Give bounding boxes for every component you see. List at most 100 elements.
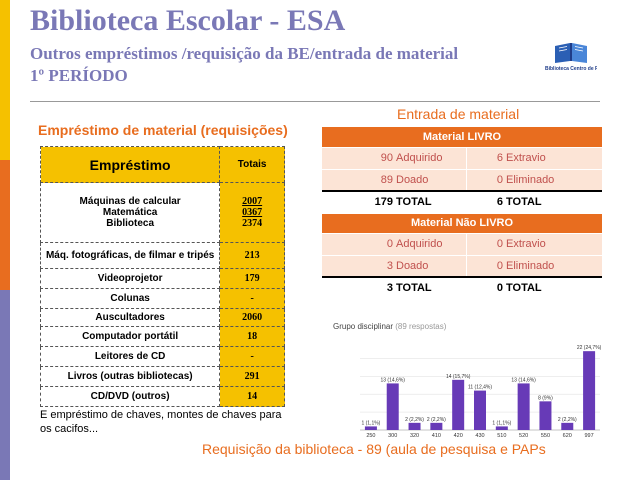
loan-section-heading: Empréstimo de material (requisições) (38, 122, 288, 138)
cell-number: 89 (322, 168, 396, 192)
table-row: Leitores de CD - (39, 346, 285, 367)
cell-label: Eliminado (506, 168, 602, 192)
row-label: Computador portátil (39, 326, 221, 347)
table-row: 0 Adquirido 0 Extravio (322, 232, 602, 256)
row-label-line: Matemática (102, 207, 158, 218)
x-tick-420: 420 (454, 433, 463, 439)
cell-number: 0 (322, 232, 396, 256)
table-row: Máquinas de calcular Matemática Bibliote… (39, 182, 285, 243)
table-total-row: 179 TOTAL 6 TOTAL (322, 190, 602, 214)
cell-label: Adquirido (396, 232, 466, 256)
cell-label: TOTAL (506, 276, 602, 300)
bar-520 (517, 383, 530, 430)
row-label-line: Máquinas de calcular (79, 196, 181, 207)
cell-label: TOTAL (396, 190, 466, 214)
table-row: Livros (outras bibliotecas) 291 (39, 366, 285, 387)
data-label-430: 11 (12,4%) (468, 385, 492, 391)
row-value: 2007 0367 2374 (219, 182, 285, 243)
cell-number: 3 (322, 276, 396, 300)
x-tick-997: 997 (584, 433, 593, 439)
page-subtitle: Outros empréstimos /requisição da BE/ent… (30, 44, 459, 63)
data-label-510: 1 (1,1%) (492, 420, 511, 426)
bar-320 (408, 422, 421, 430)
table-total-row: 3 TOTAL 0 TOTAL (322, 276, 602, 300)
cell-label: Doado (396, 254, 466, 278)
col-header-loan: Empréstimo (39, 146, 221, 183)
row-label: Máquinas de calcular Matemática Bibliote… (39, 182, 221, 243)
row-label: Livros (outras bibliotecas) (39, 366, 221, 387)
cell-label: Adquirido (396, 146, 466, 170)
table-row: CD/DVD (outros) 14 (39, 386, 285, 407)
cell-number: 0 (466, 276, 506, 300)
x-tick-620: 620 (563, 433, 572, 439)
left-decor-orange (0, 160, 10, 290)
row-label: Leitores de CD (39, 346, 221, 367)
row-label: Máq. fotográficas, de filmar e tripés (39, 242, 221, 269)
x-tick-300: 300 (388, 433, 397, 439)
material-entry-heading: Entrada de material (397, 106, 520, 122)
bar-430 (474, 390, 486, 430)
bar-620 (561, 422, 574, 430)
x-tick-510: 510 (497, 433, 506, 439)
loan-table-header: Empréstimo Totais (39, 146, 285, 183)
x-tick-410: 410 (432, 433, 441, 439)
table-row: Videoprojetor 179 (39, 268, 285, 289)
cell-number: 3 (322, 254, 396, 278)
cell-number: 0 (465, 254, 506, 278)
row-value: 291 (219, 366, 285, 387)
bar-510 (495, 426, 508, 430)
chart-title: Grupo disciplinar (89 respostas) (333, 322, 446, 331)
bar-420 (452, 379, 465, 430)
cell-label: Doado (396, 168, 466, 192)
table-row: 3 Doado 0 Eliminado (322, 254, 602, 278)
bar-550 (539, 401, 552, 430)
row-value: 2060 (219, 308, 285, 327)
library-request-footer: Requisição da biblioteca - 89 (aula de p… (202, 441, 546, 457)
bar-250 (364, 426, 377, 430)
cell-number: 90 (322, 146, 396, 170)
table-row: Auscultadores 2060 (39, 308, 285, 327)
table-header-livro: Material LIVRO (322, 127, 602, 148)
data-label-620: 2 (2,2%) (558, 417, 577, 423)
chart-title-text: Grupo disciplinar (333, 322, 394, 331)
cell-label: Extravio (506, 232, 602, 256)
row-label: Videoprojetor (39, 268, 221, 289)
data-label-410: 2 (2,2%) (427, 417, 446, 423)
row-value: 179 (219, 268, 285, 289)
nao-livro-header: Material Não LIVRO (322, 213, 602, 234)
x-tick-320: 320 (410, 433, 419, 439)
period-label: 1º PERÍODO (30, 66, 128, 85)
page-title: Biblioteca Escolar - ESA (30, 4, 346, 37)
table-row: Colunas - (39, 288, 285, 309)
x-tick-430: 430 (475, 433, 484, 439)
left-decor-yellow (0, 0, 10, 160)
header-divider (30, 101, 600, 102)
cell-number: 6 (465, 146, 506, 170)
keys-loan-note: E empréstimo de chaves, montes de chaves… (40, 409, 282, 435)
row-value-line: 2007 (242, 196, 263, 207)
loan-table: Empréstimo Totais Máquinas de calcular M… (39, 146, 285, 407)
bar-300 (386, 383, 399, 430)
subject-group-bar-chart: 1 (1,1%) 250 13 (14,6%) 300 2 (2,2%) 320 2 (2,… (360, 345, 602, 439)
data-label-250: 1 (1,1%) (361, 420, 380, 426)
row-value: 213 (219, 242, 285, 269)
row-value: - (219, 346, 285, 367)
cell-label: Extravio (506, 146, 602, 170)
row-label: Auscultadores (39, 308, 221, 327)
table-header-nao-livro: Material Não LIVRO (322, 213, 602, 234)
row-label: CD/DVD (outros) (39, 386, 221, 407)
bar-997 (583, 351, 596, 430)
table-row: 89 Doado 0 Eliminado (322, 168, 602, 192)
row-label-line: Biblioteca (106, 218, 155, 229)
data-label-320: 2 (2,2%) (405, 417, 424, 423)
row-value-line: 0367 (242, 207, 263, 218)
book-icon (555, 43, 587, 63)
cell-number: 6 (466, 190, 506, 214)
data-label-300: 13 (14,6%) (380, 377, 405, 383)
x-tick-250: 250 (366, 433, 375, 439)
left-decor-purple (0, 290, 10, 480)
cell-label: TOTAL (506, 190, 602, 214)
table-row: 90 Adquirido 6 Extravio (322, 146, 602, 170)
table-row: Computador portátil 18 (39, 326, 285, 347)
data-label-520: 13 (14,6%) (511, 377, 536, 383)
